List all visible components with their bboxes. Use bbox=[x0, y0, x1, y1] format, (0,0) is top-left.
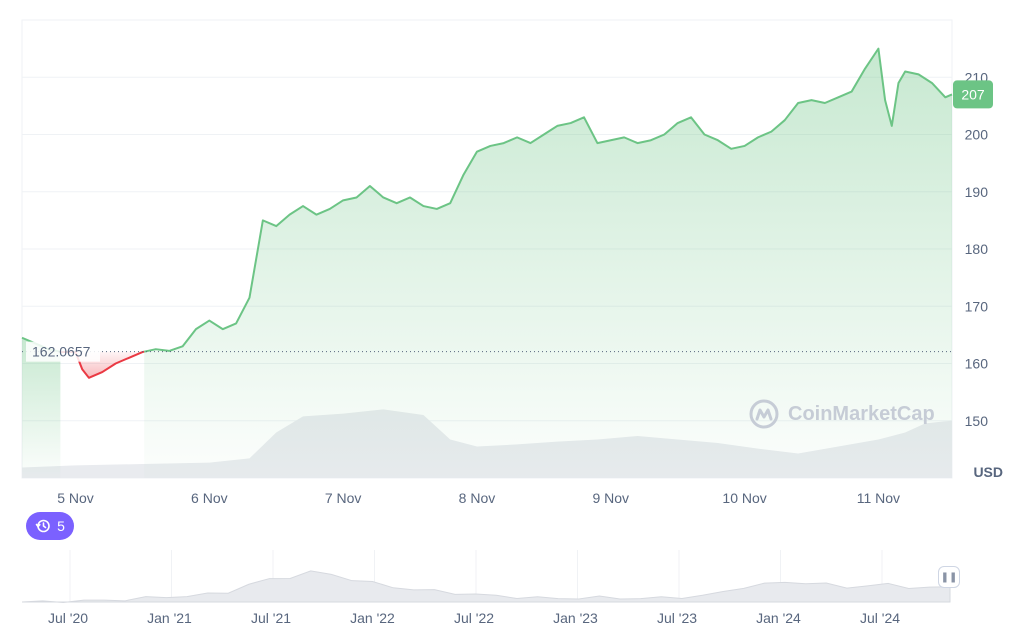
x-tick-label: 7 Nov bbox=[325, 490, 362, 506]
pause-handle-icon: ❚❚ bbox=[940, 571, 958, 583]
events-count: 5 bbox=[57, 518, 65, 534]
x-tick-label: 11 Nov bbox=[857, 490, 900, 506]
watermark-text: CoinMarketCap bbox=[788, 402, 935, 425]
navigator-tick-label: Jul '21 bbox=[251, 610, 291, 626]
navigator-tick-label: Jan '21 bbox=[147, 610, 192, 626]
navigator-tick-label: Jan '24 bbox=[756, 610, 801, 626]
coinmarketcap-logo-icon bbox=[749, 399, 779, 429]
x-tick-label: 5 Nov bbox=[57, 490, 94, 506]
navigator-tick-label: Jan '23 bbox=[553, 610, 598, 626]
x-tick-label: 8 Nov bbox=[459, 490, 496, 506]
x-tick-label: 9 Nov bbox=[592, 490, 629, 506]
y-tick-label: 190 bbox=[965, 184, 989, 200]
range-handle[interactable]: ❚❚ bbox=[938, 566, 960, 588]
y-tick-label: 170 bbox=[965, 298, 989, 314]
baseline-value: 162.0657 bbox=[32, 344, 91, 360]
current-price-value: 207 bbox=[961, 86, 985, 102]
area-above-baseline bbox=[22, 337, 61, 478]
navigator-tick-label: Jul '20 bbox=[48, 610, 88, 626]
y-tick-label: 160 bbox=[965, 356, 989, 372]
y-tick-label: 150 bbox=[965, 413, 989, 429]
currency-label: USD bbox=[973, 464, 1003, 480]
area-above-baseline bbox=[144, 48, 953, 478]
history-icon bbox=[35, 519, 50, 533]
current-price-tag: 207 bbox=[953, 80, 993, 109]
events-button[interactable]: 5 bbox=[26, 512, 74, 540]
baseline-label: 162.0657 bbox=[26, 341, 100, 362]
y-tick-label: 200 bbox=[965, 127, 989, 143]
navigator-tick-label: Jul '24 bbox=[860, 610, 900, 626]
x-tick-label: 6 Nov bbox=[191, 490, 228, 506]
x-tick-label: 10 Nov bbox=[722, 490, 766, 506]
navigator-tick-label: Jul '22 bbox=[454, 610, 494, 626]
range-navigator[interactable]: Jul '20 Jan '21 Jul '21 Jan '22 Jul '22 Jan '… bbox=[0, 540, 1024, 640]
x-axis: 5 Nov 6 Nov 7 Nov 8 Nov 9 Nov 10 Nov 11 Nov bbox=[57, 490, 900, 506]
navigator-tick-label: Jan '22 bbox=[350, 610, 395, 626]
navigator-tick-label: Jul '23 bbox=[657, 610, 697, 626]
navigator-volume-area bbox=[21, 570, 951, 603]
line-above-baseline bbox=[143, 47, 953, 353]
y-tick-label: 180 bbox=[965, 241, 989, 257]
coinmarketcap-watermark: CoinMarketCap bbox=[748, 398, 935, 430]
navigator-x-axis: Jul '20 Jan '21 Jul '21 Jan '22 Jul '22 Jan '… bbox=[48, 610, 900, 626]
